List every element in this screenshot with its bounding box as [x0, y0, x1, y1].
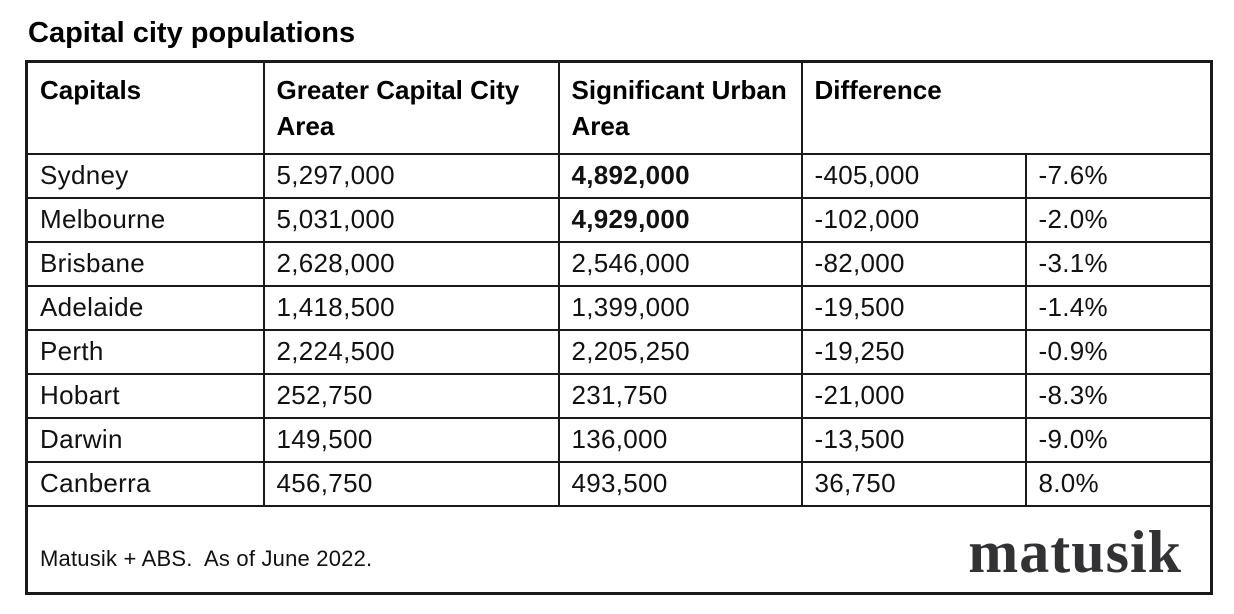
- table-row-canberra: Canberra 456,750 493,500 36,750 8.0%: [25, 460, 1213, 507]
- footer-cell: Matusik + ABS. As of June 2022. matusik: [25, 504, 1213, 595]
- header-capitals: Capitals: [25, 60, 265, 155]
- percent-cell: -9.0%: [1024, 416, 1213, 463]
- table-row-darwin: Darwin 149,500 136,000 -13,500 -9.0%: [25, 416, 1213, 463]
- population-table: Capitals Greater Capital City Area Signi…: [25, 60, 1213, 595]
- percent-cell: -2.0%: [1024, 196, 1213, 243]
- table-header: Capitals Greater Capital City Area Signi…: [25, 60, 1213, 155]
- city-cell: Darwin: [25, 416, 265, 463]
- difference-cell: -13,500: [800, 416, 1027, 463]
- city-cell: Brisbane: [25, 240, 265, 287]
- sua-cell: 1,399,000: [557, 284, 803, 331]
- city-cell: Melbourne: [25, 196, 265, 243]
- sua-cell: 231,750: [557, 372, 803, 419]
- gcca-cell: 1,418,500: [262, 284, 560, 331]
- table-row-hobart: Hobart 252,750 231,750 -21,000 -8.3%: [25, 372, 1213, 419]
- gcca-cell: 5,297,000: [262, 152, 560, 199]
- page-title: Capital city populations: [28, 17, 356, 49]
- difference-cell: -19,500: [800, 284, 1027, 331]
- gcca-cell: 2,628,000: [262, 240, 560, 287]
- city-cell: Sydney: [25, 152, 265, 199]
- footer: Matusik + ABS. As of June 2022. matusik: [28, 507, 1210, 593]
- matusik-logo: matusik: [968, 519, 1182, 585]
- header-greater-capital-city-area: Greater Capital City Area: [262, 60, 560, 155]
- percent-cell: 8.0%: [1024, 460, 1213, 507]
- gcca-cell: 456,750: [262, 460, 560, 507]
- difference-cell: 36,750: [800, 460, 1027, 507]
- header-difference: Difference: [800, 60, 1213, 155]
- sua-cell: 2,546,000: [557, 240, 803, 287]
- percent-cell: -3.1%: [1024, 240, 1213, 287]
- sua-cell: 493,500: [557, 460, 803, 507]
- city-cell: Perth: [25, 328, 265, 375]
- sua-cell: 4,929,000: [557, 196, 803, 243]
- city-cell: Hobart: [25, 372, 265, 419]
- table-row-brisbane: Brisbane 2,628,000 2,546,000 -82,000 -3.…: [25, 240, 1213, 287]
- header-row: Capitals Greater Capital City Area Signi…: [25, 60, 1213, 155]
- percent-cell: -7.6%: [1024, 152, 1213, 199]
- table-row-melbourne: Melbourne 5,031,000 4,929,000 -102,000 -…: [25, 196, 1213, 243]
- city-cell: Canberra: [25, 460, 265, 507]
- table-row-adelaide: Adelaide 1,418,500 1,399,000 -19,500 -1.…: [25, 284, 1213, 331]
- table-row-perth: Perth 2,224,500 2,205,250 -19,250 -0.9%: [25, 328, 1213, 375]
- source-note: Matusik + ABS. As of June 2022.: [40, 546, 373, 571]
- difference-cell: -102,000: [800, 196, 1027, 243]
- difference-cell: -19,250: [800, 328, 1027, 375]
- gcca-cell: 252,750: [262, 372, 560, 419]
- sua-cell: 136,000: [557, 416, 803, 463]
- city-cell: Adelaide: [25, 284, 265, 331]
- percent-cell: -1.4%: [1024, 284, 1213, 331]
- gcca-cell: 5,031,000: [262, 196, 560, 243]
- sua-cell: 4,892,000: [557, 152, 803, 199]
- table-footer-row: Matusik + ABS. As of June 2022. matusik: [25, 504, 1213, 595]
- sua-cell: 2,205,250: [557, 328, 803, 375]
- table-row-sydney: Sydney 5,297,000 4,892,000 -405,000 -7.6…: [25, 152, 1213, 199]
- gcca-cell: 149,500: [262, 416, 560, 463]
- header-significant-urban-area: Significant Urban Area: [557, 60, 803, 155]
- percent-cell: -0.9%: [1024, 328, 1213, 375]
- difference-cell: -82,000: [800, 240, 1027, 287]
- percent-cell: -8.3%: [1024, 372, 1213, 419]
- gcca-cell: 2,224,500: [262, 328, 560, 375]
- difference-cell: -21,000: [800, 372, 1027, 419]
- table-body: Sydney 5,297,000 4,892,000 -405,000 -7.6…: [25, 152, 1213, 595]
- difference-cell: -405,000: [800, 152, 1027, 199]
